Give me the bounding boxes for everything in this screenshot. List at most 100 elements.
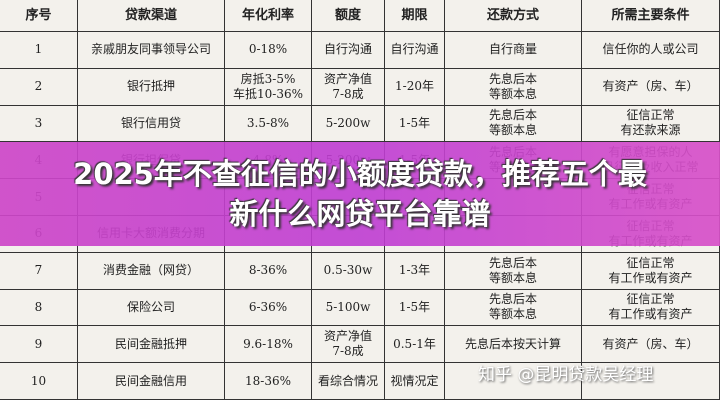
cell-line: 先息后本 (488, 292, 537, 307)
cell-line: 等额本息 (488, 270, 537, 285)
cell-line: 视情况定 (390, 373, 439, 388)
table-cell: 亲戚朋友同事领导公司 (78, 32, 225, 69)
cell-line: 先息后本按天计算 (464, 336, 561, 351)
table-cell: 0-18% (225, 32, 312, 69)
cell-line: 有工作或有资产 (608, 270, 693, 285)
cell-line: 资产净值 (323, 71, 372, 86)
cell-line: 自行商量 (488, 42, 537, 57)
cell-line: 1-5年 (398, 299, 431, 314)
cell-line: 7-8成 (332, 344, 364, 359)
cell-line: 征信正常 (626, 255, 675, 270)
banner-title: 2025年不查征信的小额度贷款，推荐五个最新什么网贷平台靠谱 (73, 157, 647, 231)
table-cell: 1-3年 (385, 252, 445, 290)
cell-line: 3.5-8% (246, 115, 290, 130)
cell-line: 0.5-1年 (393, 336, 436, 351)
table-cell: 2 (0, 68, 78, 106)
table-cell: 7 (0, 252, 78, 290)
table-cell: 5-100w (312, 289, 385, 327)
cell-line: 9 (34, 336, 43, 351)
cell-line: 等额本息 (488, 86, 537, 101)
table-cell: 6-36% (225, 289, 312, 327)
table-cell: 先息后本按天计算 (445, 326, 582, 364)
table-cell: 征信正常 有还款来源 (582, 105, 720, 143)
cell-line: 等额本息 (488, 123, 537, 138)
table-cell: 民间金融信用 (78, 363, 225, 400)
table-cell: 自行沟通 (312, 32, 385, 69)
cell-line: 征信正常 (626, 292, 675, 307)
table-cell: 银行信用贷 (78, 105, 225, 143)
cell-line: 有资产（房、车） (602, 79, 699, 94)
table-cell: 房抵3-5% 车抵10-36% (225, 68, 312, 106)
header-cell: 贷款渠道 (78, 0, 225, 32)
cell-line: 18-36% (245, 373, 291, 388)
table-cell: 先息后本等额本息 (445, 252, 582, 290)
cell-line: 5-200w (325, 115, 371, 130)
cell-line: 1-5年 (398, 115, 431, 130)
table-cell: 先息后本等额本息 (445, 105, 582, 143)
table-cell: 10 (0, 363, 78, 400)
cell-line: 0.5-30w (323, 263, 373, 278)
header-cell: 期限 (385, 0, 445, 32)
cell-line: 8-36% (248, 263, 288, 278)
table-cell: 征信正常有工作或有资产 (582, 289, 720, 327)
table-cell: 征信正常有工作或有资产 (582, 252, 720, 290)
cell-line: 消费金融（网贷） (102, 263, 199, 278)
cell-line: 1-20年 (395, 79, 434, 94)
cell-line: 车抵10-36% (233, 86, 303, 101)
table-cell: 1-5年 (385, 289, 445, 327)
cell-line: 保险公司 (126, 299, 175, 314)
table-cell: 银行抵押 (78, 68, 225, 106)
table-cell: 5-200w (312, 105, 385, 143)
table-cell: 8-36% (225, 252, 312, 290)
cell-line: 银行抵押 (126, 79, 175, 94)
table-cell: 资产净值 7-8成 (312, 68, 385, 106)
cell-line: 银行信用贷 (120, 115, 181, 130)
table-cell: 0.5-30w (312, 252, 385, 290)
table-cell: 资产净值 7-8成 (312, 326, 385, 364)
cell-line: 6-36% (248, 299, 288, 314)
table-cell: 9.6-18% (225, 326, 312, 364)
table-cell: 自行商量 (445, 32, 582, 69)
cell-line: 7 (34, 263, 43, 278)
cell-line: 2 (34, 79, 43, 94)
table-cell: 保险公司 (78, 289, 225, 327)
cell-line: 自行沟通 (323, 42, 372, 57)
header-cell: 还款方式 (445, 0, 582, 32)
cell-line: 5-100w (325, 299, 371, 314)
cell-line: 10 (30, 373, 47, 388)
table-cell: 1 (0, 32, 78, 69)
cell-line: 资产净值 (323, 329, 372, 344)
cell-line: 先息后本 (488, 255, 537, 270)
header-cell: 所需主要条件 (582, 0, 720, 32)
cell-line: 征信正常 (626, 108, 675, 123)
header-cell: 序号 (0, 0, 78, 32)
cell-line: 自行沟通 (390, 42, 439, 57)
cell-line: 信任你的人或公司 (602, 42, 699, 57)
cell-line: 房抵3-5% (240, 71, 296, 86)
table-cell: 视情况定 (385, 363, 445, 400)
cell-line: 有工作或有资产 (608, 307, 693, 322)
table-cell: 有资产（房、车） (582, 68, 720, 106)
header-cell: 年化利率 (225, 0, 312, 32)
table-cell: 看综合情况 (312, 363, 385, 400)
watermark: 知乎 @昆明贷款吴经理 (478, 365, 654, 385)
table-cell: 消费金融（网贷） (78, 252, 225, 290)
table-cell: 0.5-1年 (385, 326, 445, 364)
table-cell: 3 (0, 105, 78, 143)
table-cell: 8 (0, 289, 78, 327)
cell-line: 先息后本 (488, 108, 537, 123)
table-cell: 信任你的人或公司 (582, 32, 720, 69)
cell-line: 等额本息 (488, 307, 537, 322)
table-cell: 先息后本等额本息 (445, 68, 582, 106)
cell-line: 民间金融抵押 (114, 336, 187, 351)
cell-line: 有还款来源 (620, 123, 681, 138)
table-cell: 有资产（房、车） (582, 326, 720, 364)
cell-line: 9.6-18% (243, 336, 293, 351)
table-cell: 9 (0, 326, 78, 364)
table-cell (445, 363, 582, 400)
table-cell: 自行沟通 (385, 32, 445, 69)
header-cell: 额度 (312, 0, 385, 32)
cell-line: 8 (34, 299, 43, 314)
cell-line: 3 (34, 115, 43, 130)
